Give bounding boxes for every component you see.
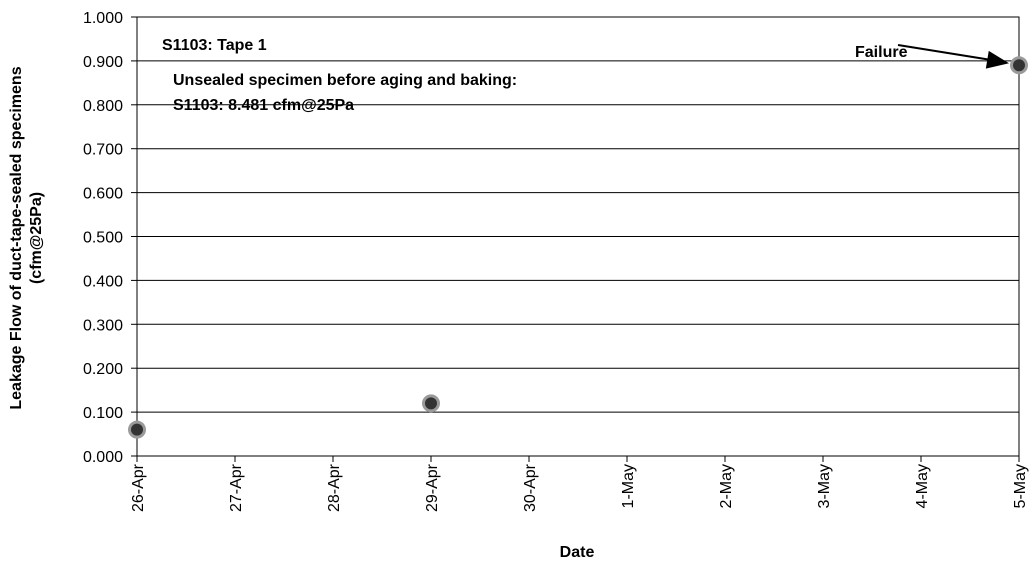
y-tick-label: 0.000 <box>83 449 123 466</box>
x-tick-label: 3-May <box>816 464 833 508</box>
failure-arrow-shaft <box>897 44 994 62</box>
data-point-marker <box>131 423 143 436</box>
y-tick-label: 0.600 <box>83 186 123 203</box>
y-tick-label: 0.300 <box>83 317 123 334</box>
x-tick-label: 4-May <box>914 464 931 508</box>
y-tick-label: 0.900 <box>83 54 123 71</box>
y-axis-title-line1: Leakage Flow of duct-tape-sealed specime… <box>8 66 25 409</box>
y-tick-label: 0.700 <box>83 142 123 159</box>
x-tick-label: 1-May <box>620 464 637 508</box>
x-tick-label: 26-Apr <box>130 463 147 512</box>
annotation-title: S1103: Tape 1 <box>162 37 267 54</box>
annotation-unsealed: Unsealed specimen before aging and bakin… <box>173 72 517 89</box>
x-tick-label: 29-Apr <box>424 463 441 512</box>
y-tick-label: 0.100 <box>83 405 123 422</box>
y-tick-label: 0.200 <box>83 361 123 378</box>
annotation-unsealed-value: S1103: 8.481 cfm@25Pa <box>173 97 354 114</box>
x-tick-label: 27-Apr <box>228 463 245 512</box>
grid-lines <box>137 16 1019 457</box>
x-tick-label: 30-Apr <box>522 463 539 512</box>
y-axis-title-line2: (cfm@25Pa) <box>28 192 45 284</box>
y-tick-label: 0.800 <box>83 98 123 115</box>
x-tick-label: 28-Apr <box>326 463 343 512</box>
data-point <box>1010 56 1028 75</box>
x-tick-label: 2-May <box>718 464 735 508</box>
y-tick-label: 0.400 <box>83 273 123 290</box>
x-axis-title: Date <box>560 544 595 561</box>
data-point <box>422 394 440 413</box>
x-axis-ticks: 26-Apr 27-Apr 28-Apr 29-Apr 30-Apr 1-May 2-May… <box>130 456 1029 512</box>
y-axis-ticks: 0.000 0.100 0.200 0.300 0.400 0.500 0.600 0.700… <box>83 10 137 466</box>
x-tick-label: 5-May <box>1012 464 1029 508</box>
data-point <box>128 420 146 439</box>
failure-label: Failure <box>855 44 908 61</box>
data-points <box>128 56 1028 439</box>
failure-arrow-head <box>985 50 1009 69</box>
y-tick-label: 1.000 <box>83 10 123 27</box>
data-point-marker <box>425 397 437 410</box>
data-point-marker <box>1013 59 1025 72</box>
y-tick-label: 0.500 <box>83 230 123 247</box>
failure-arrow <box>897 44 1009 69</box>
